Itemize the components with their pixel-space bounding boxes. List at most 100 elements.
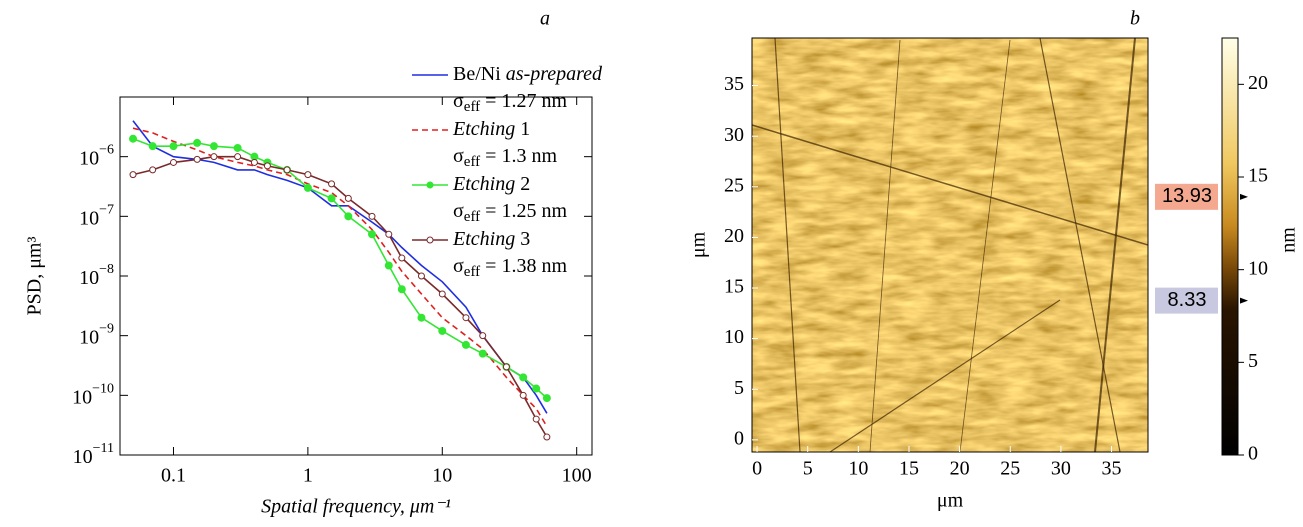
afm-image — [751, 37, 1149, 453]
scratches — [751, 37, 1149, 453]
legend-label: Etching 3 — [452, 228, 530, 250]
series-marker — [543, 433, 551, 441]
series-marker — [263, 162, 271, 170]
series-marker — [462, 314, 470, 322]
colorbar — [1221, 37, 1239, 456]
series-marker — [344, 212, 353, 221]
series-marker — [519, 391, 527, 399]
x-tick-label: 0 — [752, 458, 762, 480]
series-marker — [385, 230, 393, 238]
marker-label: 13.93 — [1162, 185, 1212, 207]
series-marker — [169, 158, 177, 166]
x-tick-label: 25 — [1000, 458, 1020, 480]
x-tick-label: 20 — [950, 458, 970, 480]
series-marker — [461, 340, 470, 349]
legend-label: Etching 1 — [452, 118, 530, 140]
x-tick-label: 10 — [848, 458, 868, 480]
marker-label: 8.33 — [1168, 289, 1207, 311]
y-tick-label: 10 — [724, 326, 744, 348]
series-marker — [438, 326, 447, 335]
x-tick-label: 15 — [899, 458, 919, 480]
y-tick-label: 10−6 — [79, 143, 114, 169]
legend-marker — [426, 236, 434, 244]
series-marker — [234, 153, 242, 161]
x-tick-label: 30 — [1051, 458, 1071, 480]
y-tick-label: 5 — [734, 377, 744, 399]
y-tick-label: 10−7 — [79, 203, 114, 229]
legend-sigma: σeff = 1.27 nm — [453, 90, 567, 116]
series-marker — [502, 363, 510, 371]
series-marker — [304, 171, 312, 179]
series-marker — [303, 183, 312, 192]
colorbar-tick-label: 15 — [1248, 165, 1268, 187]
colorbar-tick-label: 0 — [1248, 443, 1258, 465]
marker-box — [1155, 287, 1218, 314]
y-tick-label: 25 — [724, 174, 744, 196]
x-axis-label: μm — [937, 490, 964, 512]
marker-arrow — [1240, 297, 1248, 304]
series-marker — [169, 142, 178, 151]
series-marker — [344, 194, 352, 202]
series-marker — [328, 180, 336, 188]
legend-label: Etching 2 — [452, 173, 530, 195]
series-marker — [478, 349, 487, 358]
legend-label: Be/Ni as-prepared — [453, 63, 603, 85]
series-marker — [129, 134, 138, 143]
series-marker — [148, 142, 157, 151]
colorbar-tick-label: 10 — [1248, 257, 1268, 279]
series-marker — [398, 254, 406, 262]
y-axis-label: PSD, μm³ — [24, 237, 46, 316]
series-marker — [193, 155, 201, 163]
x-tick-label: 5 — [803, 458, 813, 480]
series-marker — [384, 261, 393, 270]
series-marker — [368, 230, 377, 239]
y-tick-label: 10−9 — [79, 322, 114, 348]
legend-sigma: σeff = 1.3 nm — [453, 145, 557, 171]
series-marker — [129, 171, 137, 179]
legend-sigma: σeff = 1.38 nm — [453, 255, 567, 281]
legend-sigma: σeff = 1.25 nm — [453, 200, 567, 226]
series-marker — [327, 194, 336, 203]
colorbar-label: nm — [1278, 227, 1300, 253]
series-marker — [532, 384, 541, 393]
x-tick-label: 35 — [1102, 458, 1122, 480]
marker-arrow — [1240, 193, 1248, 200]
afm-texture — [752, 38, 1148, 452]
y-tick-label: 10−11 — [73, 441, 114, 467]
series-marker — [532, 415, 540, 423]
series-marker — [209, 142, 218, 151]
series-marker — [233, 143, 242, 152]
y-tick-label: 15 — [724, 276, 744, 298]
series-marker — [397, 285, 406, 294]
x-tick-label: 10 — [432, 465, 452, 487]
panel-label: a — [540, 8, 550, 30]
series-marker — [479, 332, 487, 340]
colorbar-tick-label: 20 — [1248, 72, 1268, 94]
y-tick-label: 35 — [724, 73, 744, 95]
series-marker — [149, 166, 157, 174]
y-axis-label: μm — [688, 231, 710, 258]
series-marker — [193, 138, 202, 147]
legend-marker — [426, 181, 434, 189]
marker-box — [1155, 183, 1218, 210]
series-marker — [519, 373, 528, 382]
x-tick-label: 100 — [562, 465, 592, 487]
series-marker — [438, 290, 446, 298]
series-marker — [368, 212, 376, 220]
y-tick-label: 0 — [734, 427, 744, 449]
series-marker — [417, 272, 425, 280]
y-tick-label: 20 — [724, 225, 744, 247]
y-tick-label: 10−8 — [79, 262, 114, 288]
x-tick-label: 1 — [303, 465, 313, 487]
panel-label: b — [1130, 8, 1140, 30]
series-marker — [210, 153, 218, 161]
series-marker — [542, 394, 551, 403]
series-marker — [417, 313, 426, 322]
series-marker — [283, 166, 291, 174]
y-tick-label: 10−10 — [72, 382, 114, 408]
series-marker — [250, 158, 258, 166]
y-tick-label: 30 — [724, 124, 744, 146]
colorbar-tick-label: 5 — [1248, 350, 1258, 372]
x-tick-label: 0.1 — [161, 465, 186, 487]
